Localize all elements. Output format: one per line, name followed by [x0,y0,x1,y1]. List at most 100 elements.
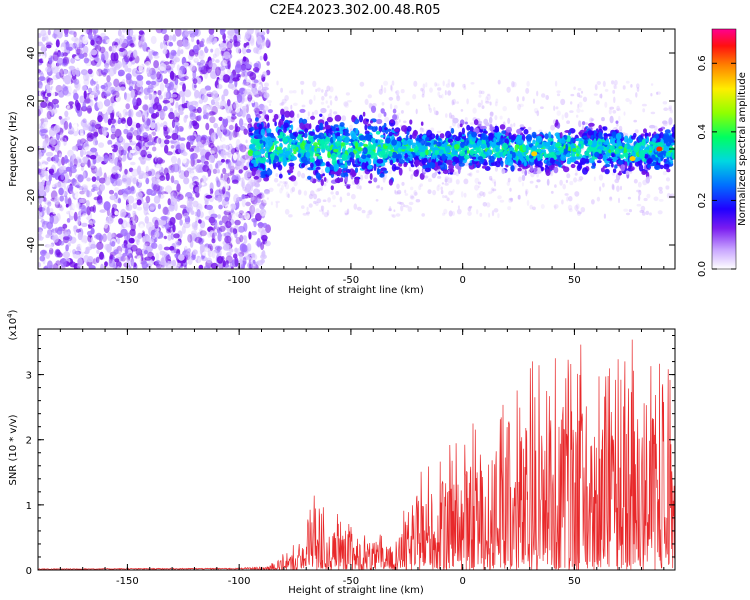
heatmap-cell [313,200,317,205]
heatmap-cell [334,177,342,184]
heatmap-cell [262,105,269,112]
heatmap-cell [489,111,494,118]
heatmap-cell [184,30,190,36]
heatmap-cell [222,117,229,126]
heatmap-cell [604,163,611,168]
heatmap-cell [46,77,54,86]
heatmap-cell [78,35,83,45]
heatmap-cell [527,126,532,131]
heatmap-cell [119,38,128,49]
heatmap-cell [613,96,616,104]
heatmap-cell [41,250,47,255]
heatmap-cell [288,90,294,94]
heatmap-cell [81,245,86,253]
heatmap-cell [154,219,159,229]
heatmap-cell [576,211,582,216]
heatmap-cell [129,140,137,146]
heatmap-cell [200,144,205,153]
heatmap-cell [89,119,97,127]
heatmap-cell [460,191,464,198]
heatmap-cell [203,265,211,269]
heatmap-cell [129,29,134,37]
heatmap-cell [183,242,190,250]
heatmap-cell [378,88,383,95]
heatmap-cell [238,169,243,174]
heatmap-cell [235,236,241,245]
heatmap-cell [618,115,621,121]
heatmap-cell [359,81,365,87]
heatmap-cell [141,172,149,179]
heatmap-cell [277,164,283,171]
heatmap-cell [46,76,50,82]
heatmap-cell [117,146,124,151]
heatmap-cell [596,196,601,202]
heatmap-cell [451,99,454,106]
heatmap-cell [354,167,359,174]
heatmap-cell [80,119,86,128]
heatmap-cell [75,67,80,77]
heatmap-cell [200,88,207,95]
heatmap-cell [481,165,487,169]
heatmap-cell [492,188,497,192]
heatmap-cell [354,177,360,185]
heatmap-cell [393,166,401,170]
heatmap-cell [176,183,181,193]
heatmap-cell [217,138,225,146]
heatmap-cell [82,213,88,218]
heatmap-cell [62,86,69,96]
heatmap-cell [211,90,219,99]
heatmap-cell [544,152,547,159]
heatmap-cell [100,32,106,38]
heatmap-cell [59,166,64,174]
heatmap-cell [247,190,252,196]
heatmap-cell [42,55,46,63]
heatmap-cell [266,29,270,35]
heatmap-cell [219,225,226,232]
heatmap-cell [107,139,113,146]
heatmap-cell [42,33,49,41]
heatmap-cell [649,175,652,179]
heatmap-cell [226,177,231,184]
heatmap-cell [88,32,93,40]
heatmap-cell [491,210,495,217]
heatmap-cell [151,242,158,249]
heatmap-cell [361,209,366,214]
heatmap-cell [44,36,49,42]
heatmap-cell [468,172,473,177]
heatmap-cell [135,122,141,129]
heatmap-cell [143,206,149,216]
heatmap-cell [332,194,336,200]
heatmap-cell [559,179,563,186]
heatmap-cell [91,176,97,183]
heatmap-cell [624,152,629,159]
heatmap-cell [53,124,61,134]
heatmap-cell [487,93,491,96]
heatmap-cell [123,221,128,228]
heatmap-cell [279,102,284,106]
heatmap-cell [319,113,323,118]
heatmap-cell [278,118,284,126]
heatmap-cell [38,204,43,213]
heatmap-cell [303,190,308,196]
heatmap-cell [227,146,235,155]
heatmap-cell [419,127,424,133]
heatmap-cell [199,243,205,252]
heatmap-cell [125,221,132,228]
heatmap-cell [635,92,638,98]
heatmap-cell [305,165,309,171]
heatmap-cell [566,173,571,179]
heatmap-cell [71,36,79,42]
heatmap-cell [114,58,119,64]
heatmap-cell [321,95,325,101]
heatmap-cell [199,150,205,157]
heatmap-cell [400,205,404,212]
heatmap-cell [127,253,132,258]
heatmap-cell [585,158,590,163]
heatmap-cell [50,182,56,188]
heatmap-cell [493,181,497,187]
heatmap-cell [183,75,189,80]
heatmap-cell [262,71,268,77]
heatmap-cell [281,98,287,104]
heatmap-cell [132,36,136,42]
heatmap-cell [247,119,251,122]
